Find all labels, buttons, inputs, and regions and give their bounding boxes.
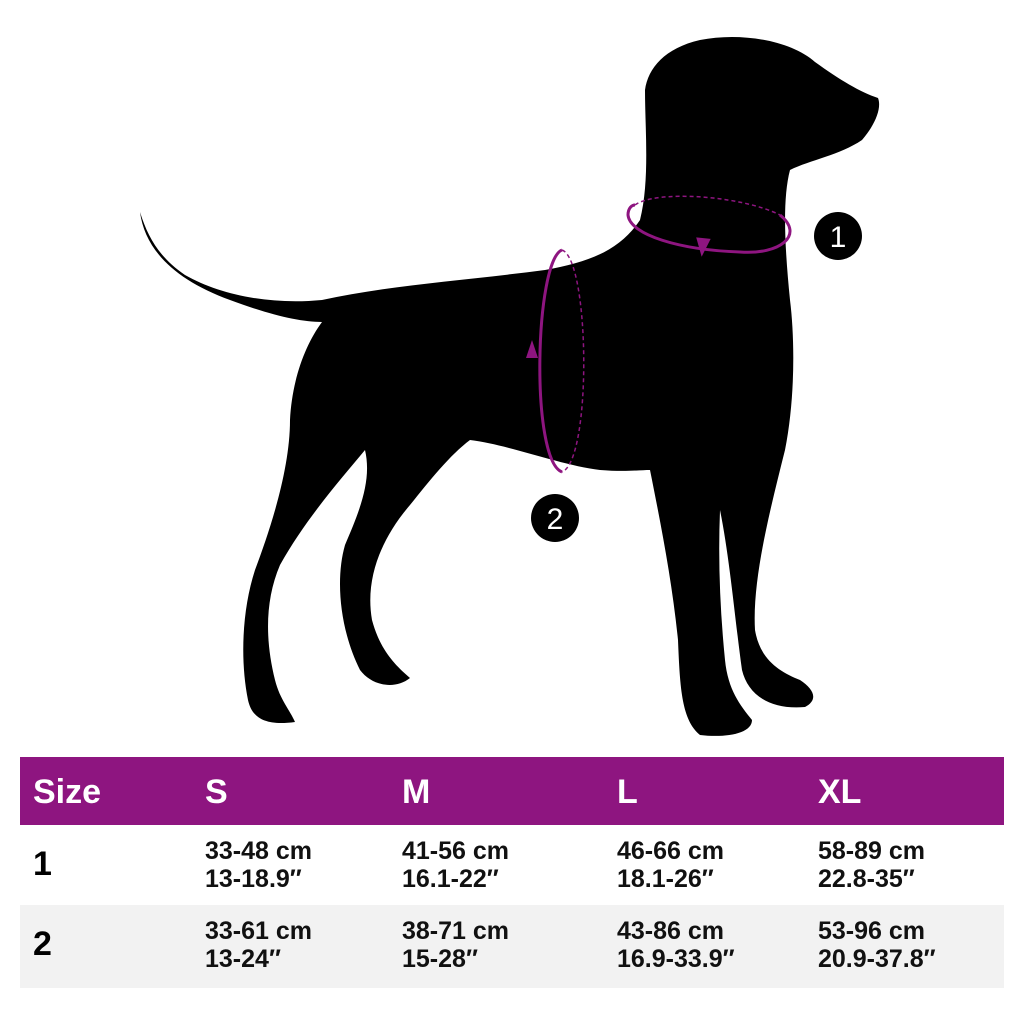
inch-value: 20.9-37.8″ bbox=[818, 945, 936, 973]
marker-2: 2 bbox=[531, 494, 579, 542]
row-label: 1 bbox=[33, 845, 52, 883]
inch-value: 13-24″ bbox=[205, 945, 281, 973]
table-cell: 33-48 cm 13-18.9″ bbox=[205, 837, 312, 893]
inch-value: 16.1-22″ bbox=[402, 865, 499, 893]
cm-value: 58-89 cm bbox=[818, 837, 926, 865]
cm-value: 53-96 cm bbox=[818, 917, 926, 945]
table-cell: 43-86 cm 16.9-33.9″ bbox=[617, 917, 735, 973]
header-m: M bbox=[402, 773, 431, 811]
inch-value: 22.8-35″ bbox=[818, 865, 915, 893]
inch-value: 13-18.9″ bbox=[205, 865, 302, 893]
size-table: Size S M L XL 1 33-48 cm 13-18.9″ 41-56 c… bbox=[20, 757, 1004, 988]
inch-value: 15-28″ bbox=[402, 945, 478, 973]
header-l: L bbox=[617, 773, 638, 811]
svg-text:1: 1 bbox=[830, 221, 847, 254]
header-s: S bbox=[205, 773, 228, 811]
marker-1: 1 bbox=[814, 212, 862, 260]
chest-measurement-loop bbox=[526, 248, 585, 474]
cm-value: 46-66 cm bbox=[617, 837, 725, 865]
table-cell: 41-56 cm 16.1-22″ bbox=[402, 837, 509, 893]
table-cell: 53-96 cm 20.9-37.8″ bbox=[818, 917, 936, 973]
row-label: 2 bbox=[33, 925, 52, 963]
size-table-header: Size S M L XL bbox=[20, 757, 1004, 825]
table-cell: 38-71 cm 15-28″ bbox=[402, 917, 509, 973]
dog-silhouette bbox=[140, 36, 880, 736]
cm-value: 38-71 cm bbox=[402, 917, 510, 945]
table-row: 2 33-61 cm 13-24″ 38-71 cm 15-28″ 43-86 cm… bbox=[20, 905, 1004, 988]
cm-value: 33-61 cm bbox=[205, 917, 313, 945]
cm-value: 43-86 cm bbox=[617, 917, 725, 945]
inch-value: 16.9-33.9″ bbox=[617, 945, 735, 973]
table-cell: 46-66 cm 18.1-26″ bbox=[617, 837, 724, 893]
cm-value: 33-48 cm bbox=[205, 837, 313, 865]
table-cell: 33-61 cm 13-24″ bbox=[205, 917, 312, 973]
table-row: 1 33-48 cm 13-18.9″ 41-56 cm 16.1-22″ 46-6… bbox=[20, 825, 1004, 905]
inch-value: 18.1-26″ bbox=[617, 865, 714, 893]
dog-measurement-illustration: 1 2 bbox=[140, 36, 880, 736]
neck-measurement-loop bbox=[626, 195, 792, 257]
header-size: Size bbox=[33, 773, 102, 811]
header-xl: XL bbox=[818, 773, 862, 811]
cm-value: 41-56 cm bbox=[402, 837, 510, 865]
table-cell: 58-89 cm 22.8-35″ bbox=[818, 837, 925, 893]
svg-text:2: 2 bbox=[547, 503, 564, 536]
